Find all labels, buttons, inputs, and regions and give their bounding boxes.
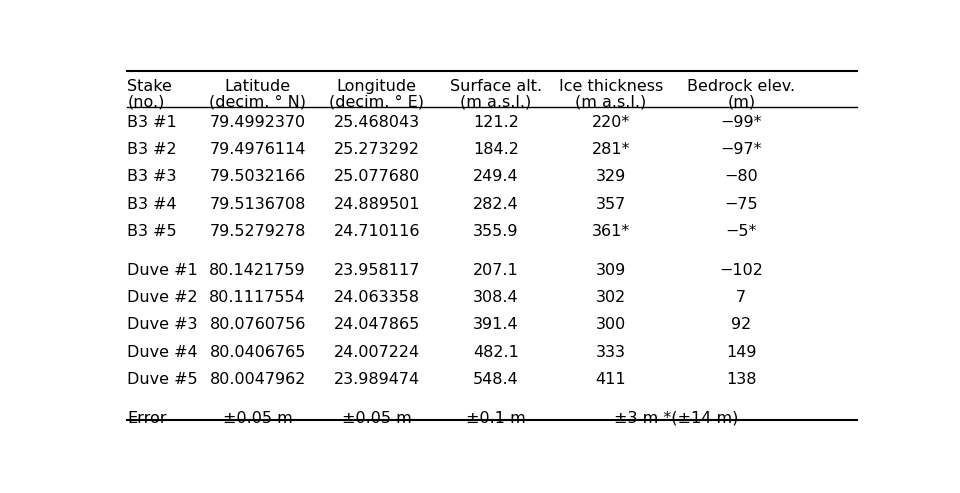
Text: ±3 m *(±14 m): ±3 m *(±14 m) [614, 411, 738, 426]
Text: 391.4: 391.4 [473, 317, 518, 332]
Text: 25.468043: 25.468043 [334, 115, 420, 130]
Text: 121.2: 121.2 [472, 115, 518, 130]
Text: (decim. ° E): (decim. ° E) [329, 94, 424, 109]
Text: 361*: 361* [592, 224, 630, 239]
Text: 300: 300 [596, 317, 626, 332]
Text: 79.5136708: 79.5136708 [209, 197, 306, 211]
Text: 23.958117: 23.958117 [333, 263, 420, 278]
Text: B3 #1: B3 #1 [128, 115, 178, 130]
Text: 138: 138 [726, 372, 756, 387]
Text: 24.047865: 24.047865 [333, 317, 420, 332]
Text: B3 #4: B3 #4 [128, 197, 177, 211]
Text: 80.0760756: 80.0760756 [209, 317, 306, 332]
Text: Error: Error [128, 411, 167, 426]
Text: 79.5279278: 79.5279278 [209, 224, 306, 239]
Text: Duve #4: Duve #4 [128, 345, 198, 360]
Text: 7: 7 [736, 290, 746, 305]
Text: B3 #5: B3 #5 [128, 224, 177, 239]
Text: Duve #1: Duve #1 [128, 263, 198, 278]
Text: 309: 309 [596, 263, 626, 278]
Text: −75: −75 [725, 197, 758, 211]
Text: 92: 92 [732, 317, 752, 332]
Text: 79.4992370: 79.4992370 [209, 115, 305, 130]
Text: −5*: −5* [726, 224, 756, 239]
Text: 411: 411 [596, 372, 626, 387]
Text: 207.1: 207.1 [473, 263, 518, 278]
Text: ±0.1 m: ±0.1 m [466, 411, 525, 426]
Text: Ice thickness: Ice thickness [559, 79, 663, 94]
Text: ±0.05 m: ±0.05 m [342, 411, 412, 426]
Text: 308.4: 308.4 [473, 290, 518, 305]
Text: Stake: Stake [128, 79, 172, 94]
Text: (m a.s.l.): (m a.s.l.) [575, 94, 647, 109]
Text: 249.4: 249.4 [473, 169, 518, 184]
Text: 25.273292: 25.273292 [334, 142, 420, 157]
Text: 220*: 220* [592, 115, 630, 130]
Text: −102: −102 [719, 263, 763, 278]
Text: Duve #5: Duve #5 [128, 372, 198, 387]
Text: 355.9: 355.9 [473, 224, 518, 239]
Text: 24.889501: 24.889501 [333, 197, 420, 211]
Text: −99*: −99* [721, 115, 762, 130]
Text: Surface alt.: Surface alt. [449, 79, 541, 94]
Text: 333: 333 [596, 345, 626, 360]
Text: B3 #2: B3 #2 [128, 142, 177, 157]
Text: 24.007224: 24.007224 [334, 345, 420, 360]
Text: (no.): (no.) [128, 94, 165, 109]
Text: Longitude: Longitude [337, 79, 417, 94]
Text: 548.4: 548.4 [473, 372, 518, 387]
Text: 282.4: 282.4 [473, 197, 518, 211]
Text: 357: 357 [596, 197, 626, 211]
Text: Latitude: Latitude [225, 79, 291, 94]
Text: 24.710116: 24.710116 [333, 224, 420, 239]
Text: 80.1117554: 80.1117554 [209, 290, 306, 305]
Text: ±0.05 m: ±0.05 m [223, 411, 293, 426]
Text: −97*: −97* [721, 142, 762, 157]
Text: 79.5032166: 79.5032166 [209, 169, 306, 184]
Text: (m): (m) [727, 94, 756, 109]
Text: (decim. ° N): (decim. ° N) [209, 94, 306, 109]
Text: 281*: 281* [591, 142, 631, 157]
Text: 302: 302 [596, 290, 626, 305]
Text: 184.2: 184.2 [472, 142, 518, 157]
Text: Bedrock elev.: Bedrock elev. [687, 79, 795, 94]
Text: 482.1: 482.1 [472, 345, 518, 360]
Text: 149: 149 [726, 345, 756, 360]
Text: 24.063358: 24.063358 [334, 290, 420, 305]
Text: −80: −80 [725, 169, 758, 184]
Text: 23.989474: 23.989474 [334, 372, 420, 387]
Text: Duve #3: Duve #3 [128, 317, 198, 332]
Text: Duve #2: Duve #2 [128, 290, 198, 305]
Text: 80.1421759: 80.1421759 [209, 263, 306, 278]
Text: 25.077680: 25.077680 [333, 169, 420, 184]
Text: B3 #3: B3 #3 [128, 169, 177, 184]
Text: 329: 329 [596, 169, 626, 184]
Text: 80.0047962: 80.0047962 [209, 372, 306, 387]
Text: 79.4976114: 79.4976114 [209, 142, 306, 157]
Text: 80.0406765: 80.0406765 [209, 345, 306, 360]
Text: (m a.s.l.): (m a.s.l.) [460, 94, 531, 109]
